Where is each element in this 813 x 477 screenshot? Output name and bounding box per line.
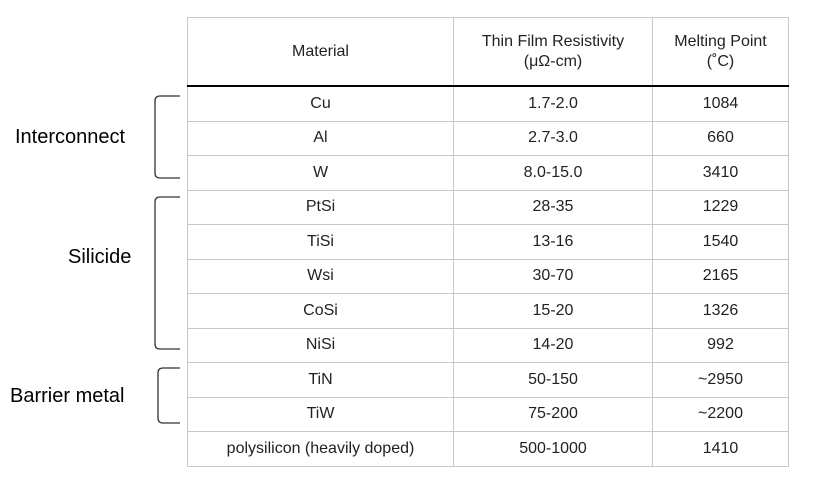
cell-resistivity: 30-70 [453,258,653,294]
cell-material: PtSi [187,189,454,225]
table-row: NiSi 14-20 992 [187,327,789,363]
table-row: TiSi 13-16 1540 [187,224,789,260]
cell-material: TiN [187,362,454,398]
cell-resistivity: 1.7-2.0 [453,85,653,122]
table-row: PtSi 28-35 1229 [187,189,789,225]
table-row: TiN 50-150 ~2950 [187,362,789,398]
cell-resistivity: 50-150 [453,362,653,398]
group-label-barrier-metal: Barrier metal [10,385,125,407]
cell-melting-point: ~2200 [652,396,789,432]
cell-melting-point: 1410 [652,431,789,467]
cell-resistivity: 8.0-15.0 [453,155,653,191]
header-resistivity-unit: (μΩ-cm) [523,52,583,70]
table-row: Cu 1.7-2.0 1084 [187,85,789,122]
cell-resistivity: 500-1000 [453,431,653,467]
cell-material: Al [187,120,454,156]
cell-melting-point: ~2950 [652,362,789,398]
group-label-interconnect: Interconnect [15,126,126,148]
cell-melting-point: 3410 [652,155,789,191]
bracket-barrier-metal [157,367,180,424]
table-row: Wsi 30-70 2165 [187,258,789,294]
header-melting-point: Melting Point (˚C) [652,17,789,87]
table-row: Al 2.7-3.0 660 [187,120,789,156]
cell-resistivity: 2.7-3.0 [453,120,653,156]
cell-melting-point: 2165 [652,258,789,294]
cell-material: polysilicon (heavily doped) [187,431,454,467]
materials-table: Material Thin Film Resistivity (μΩ-cm) M… [187,17,789,467]
cell-resistivity: 14-20 [453,327,653,363]
cell-resistivity: 13-16 [453,224,653,260]
cell-material: CoSi [187,293,454,329]
cell-material: TiW [187,396,454,432]
cell-resistivity: 28-35 [453,189,653,225]
table-row: CoSi 15-20 1326 [187,293,789,329]
cell-material: Cu [187,85,454,122]
bracket-silicide [154,196,180,350]
cell-melting-point: 660 [652,120,789,156]
bracket-interconnect [154,95,180,179]
cell-melting-point: 1084 [652,85,789,122]
cell-resistivity: 15-20 [453,293,653,329]
header-resistivity: Thin Film Resistivity (μΩ-cm) [453,17,653,87]
table-header-row: Material Thin Film Resistivity (μΩ-cm) M… [187,17,789,87]
table-row: TiW 75-200 ~2200 [187,396,789,432]
header-material: Material [187,17,454,87]
cell-material: Wsi [187,258,454,294]
cell-material: TiSi [187,224,454,260]
table-row: W 8.0-15.0 3410 [187,155,789,191]
cell-melting-point: 1540 [652,224,789,260]
group-label-silicide: Silicide [68,246,132,268]
header-resistivity-title: Thin Film Resistivity [481,32,625,50]
cell-melting-point: 992 [652,327,789,363]
cell-material: W [187,155,454,191]
header-melting-unit: (˚C) [706,52,735,70]
table-row: polysilicon (heavily doped) 500-1000 141… [187,431,789,467]
header-melting-title: Melting Point [674,32,767,50]
cell-resistivity: 75-200 [453,396,653,432]
cell-melting-point: 1326 [652,293,789,329]
cell-melting-point: 1229 [652,189,789,225]
cell-material: NiSi [187,327,454,363]
